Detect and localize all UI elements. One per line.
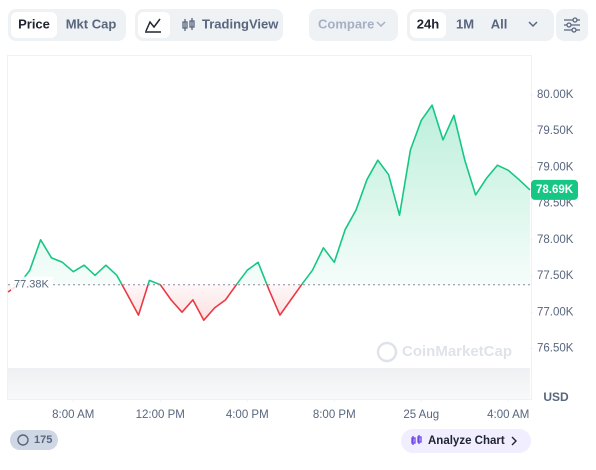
line-toggle[interactable] <box>138 12 170 38</box>
x-tick-label: 4:00 PM <box>226 409 269 421</box>
range-all-label[interactable]: All <box>491 16 508 31</box>
badge-count: 175 <box>34 434 52 446</box>
y-tick-label: 80.00K <box>537 89 574 101</box>
area <box>8 105 530 321</box>
price-label: Price <box>18 16 50 31</box>
price-line <box>7 104 531 321</box>
last-price-tag <box>531 179 578 200</box>
candle-icon <box>182 18 195 31</box>
x-tick-label: 4:00 AM <box>487 409 529 421</box>
chevron <box>376 21 386 28</box>
plot-frame <box>7 55 532 400</box>
y-tick-label: 78.00K <box>537 234 574 246</box>
y-tick-label: 79.50K <box>537 125 574 137</box>
y-tick-label: 78.50K <box>537 198 574 210</box>
y-tick-label: 77.00K <box>537 306 574 318</box>
tradingview-label[interactable]: TradingView <box>202 16 279 31</box>
range-1m-label[interactable]: 1M <box>456 16 474 31</box>
settings-knob <box>572 17 578 23</box>
range-chevron[interactable] <box>528 21 538 28</box>
badge-icon <box>17 434 29 446</box>
settings-knob <box>566 22 572 28</box>
watermark-text: CoinMarketCap <box>402 343 512 360</box>
analyze-icon <box>411 435 422 445</box>
settings-knob <box>571 27 577 33</box>
y-tick-label: 79.00K <box>537 161 574 173</box>
compare-label: Compare <box>318 16 374 31</box>
compare-button[interactable] <box>309 9 398 41</box>
line-icon <box>145 18 161 33</box>
range-24h-label: 24h <box>417 16 439 31</box>
x-tick-label: 8:00 AM <box>52 409 94 421</box>
price-toggle[interactable] <box>11 12 57 38</box>
x-tick-label: 8:00 PM <box>313 409 356 421</box>
volume-band <box>8 368 530 399</box>
range-24h[interactable] <box>410 12 446 38</box>
analyze-chevron <box>511 436 517 446</box>
chart-type-group <box>135 9 283 41</box>
y-unit: USD <box>543 390 569 404</box>
y-tick-label: 76.50K <box>537 342 574 354</box>
analyze-button[interactable] <box>401 429 531 453</box>
last-price-label: 78.69K <box>536 184 574 196</box>
reference-label-bg <box>11 276 53 293</box>
watermark: CoinMarketCap <box>376 341 512 363</box>
y-tick-label: 77.50K <box>537 270 574 282</box>
x-tick-label: 12:00 PM <box>136 409 185 421</box>
mktcap-label[interactable]: Mkt Cap <box>66 16 117 31</box>
analyze-label: Analyze Chart <box>428 435 505 447</box>
reference-label: 77.38K <box>14 279 50 291</box>
x-tick-label: 25 Aug <box>403 409 439 421</box>
